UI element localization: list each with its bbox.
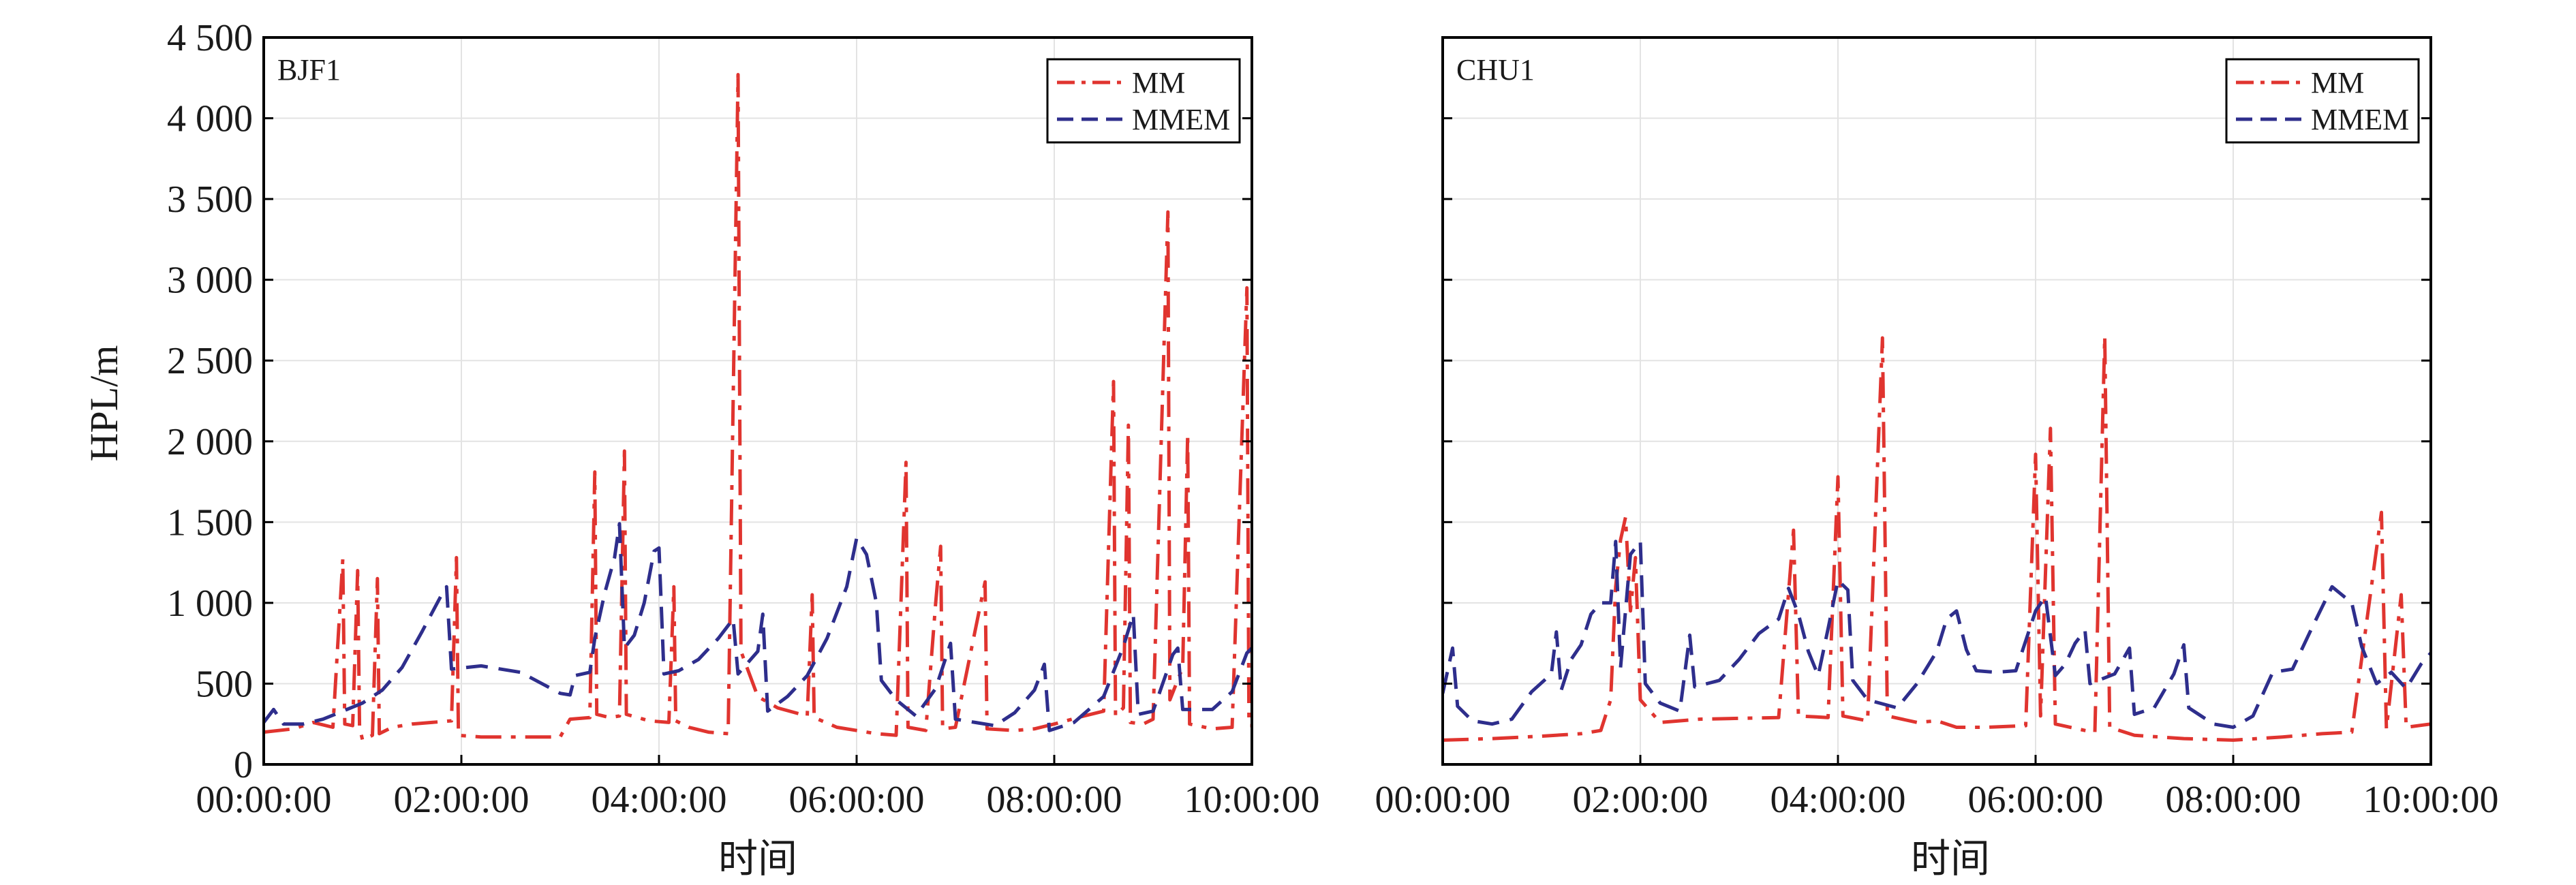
x-tick-label: 04:00:00	[591, 779, 726, 821]
x-axis-title-right: 时间	[1911, 837, 1990, 881]
x-tick-label: 00:00:00	[1375, 779, 1510, 821]
legend-label-mm: MM	[1132, 66, 1185, 99]
y-tick-label: 4 500	[167, 17, 253, 59]
x-tick-label: 02:00:00	[1572, 779, 1708, 821]
legend-box	[2225, 58, 2420, 144]
series-line-mmem	[1443, 540, 2431, 729]
y-tick-label: 1 000	[167, 583, 253, 625]
y-tick-label: 3 000	[167, 260, 253, 302]
plot-frame	[262, 36, 1253, 766]
legend-label-mm: MM	[2311, 66, 2364, 99]
legend-label-mmem: MMEM	[2311, 103, 2409, 136]
y-tick-label: 3 500	[167, 178, 253, 221]
x-tick-label: 08:00:00	[986, 779, 1122, 821]
panel-label: BJF1	[277, 53, 341, 87]
series-line-mm	[264, 73, 1252, 742]
y-tick-label: 2 000	[167, 421, 253, 463]
x-tick-label: 04:00:00	[1770, 779, 1905, 821]
y-axis-title: HPL/m	[82, 345, 126, 462]
y-tick-label: 500	[196, 663, 253, 705]
y-tick-label: 4 000	[167, 98, 253, 140]
legend-box	[1046, 58, 1241, 144]
x-axis-title-left: 时间	[718, 837, 797, 881]
panel-chu1: 00:00:00 02:00:00 04:00:00 06:00:00 08:00:00…	[1375, 36, 2499, 821]
legend: MM MMEM	[2225, 58, 2420, 144]
legend-label-mmem: MMEM	[1132, 103, 1230, 136]
legend: MM MMEM	[1046, 58, 1241, 144]
panel-bjf1: 00:00:00 02:00:00 04:00:00 06:00:00 08:00:00…	[167, 17, 1320, 821]
series-line-mmem	[264, 522, 1252, 732]
y-tick-label: 0	[234, 744, 253, 786]
plot-frame	[1441, 36, 2432, 766]
x-tick-label: 08:00:00	[2165, 779, 2301, 821]
x-tick-label: 00:00:00	[196, 779, 331, 821]
y-tick-label: 1 500	[167, 501, 253, 544]
x-tick-label: 10:00:00	[2363, 779, 2498, 821]
x-tick-label: 06:00:00	[788, 779, 924, 821]
series-line-mm	[1443, 335, 2431, 742]
panel-label: CHU1	[1456, 53, 1535, 87]
x-tick-label: 02:00:00	[393, 779, 529, 821]
x-tick-label: 06:00:00	[1967, 779, 2103, 821]
x-tick-label: 10:00:00	[1184, 779, 1319, 821]
y-tick-label: 2 500	[167, 340, 253, 382]
